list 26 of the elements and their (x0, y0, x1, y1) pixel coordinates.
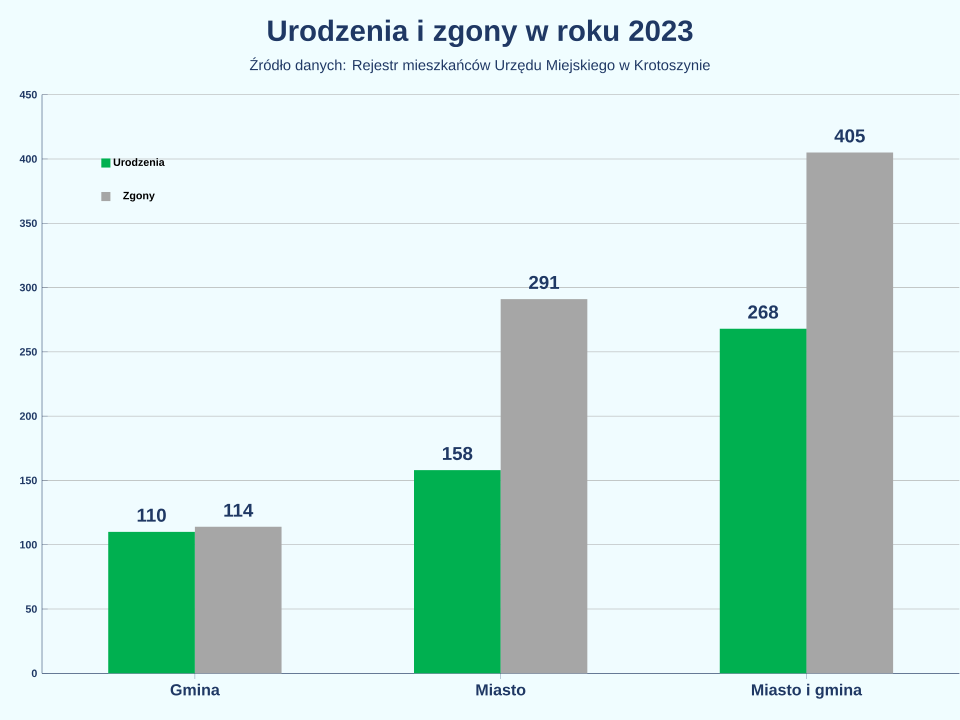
data-label: 110 (138, 508, 166, 522)
chart-title: Urodzenia i zgony w roku 2023 (268, 20, 692, 48)
y-tick-label: 300 (20, 284, 37, 292)
legend-label: Zgony (123, 192, 155, 202)
bar (720, 328, 806, 674)
data-label: 291 (529, 276, 560, 290)
legend-label: Urodzenia (114, 158, 165, 166)
y-tick-label: 400 (20, 155, 37, 163)
data-label: 114 (224, 504, 254, 517)
bar (414, 470, 501, 674)
y-tick-label: 350 (20, 219, 37, 228)
chart-subtitle: Źródło danych: Rejestr mieszkańców Urzędu Miejskiego w Krotoszynie (250, 57, 710, 74)
x-tick-label: Miasto i gmina (752, 684, 862, 699)
data-label: 158 (442, 446, 472, 460)
x-tick-label: Gmina (170, 684, 220, 696)
y-tick-label: 200 (20, 412, 37, 420)
y-tick-label: 450 (20, 90, 37, 98)
y-tick-label: 250 (20, 348, 37, 356)
data-label: 268 (748, 305, 778, 319)
y-tick-label: 0 (32, 670, 37, 678)
y-tick-label: 50 (26, 605, 37, 613)
y-tick-label: 150 (20, 476, 37, 484)
data-label: 405 (834, 129, 865, 142)
bar (108, 532, 195, 674)
x-tick-label: Miasto (476, 684, 526, 696)
y-tick-label: 100 (20, 540, 37, 549)
